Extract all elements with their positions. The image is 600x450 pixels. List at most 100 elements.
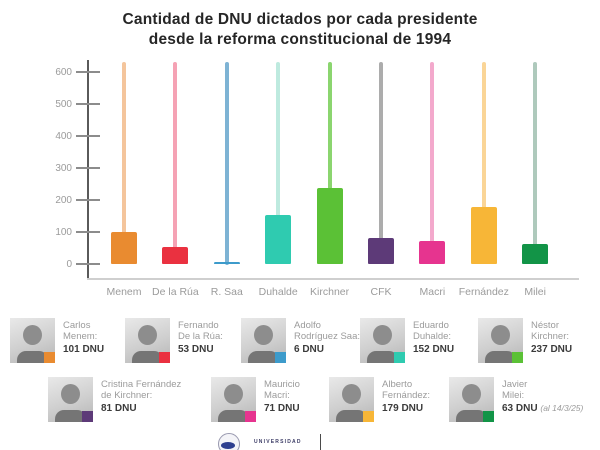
color-swatch xyxy=(275,352,286,363)
x-label-Menem: Menem xyxy=(106,286,142,298)
legend-text: Carlos Menem: 101 DNU xyxy=(63,318,104,363)
bar-Milei xyxy=(522,243,549,264)
stem-Milei xyxy=(533,62,538,247)
portrait-head xyxy=(61,384,80,404)
stem-R. Saa xyxy=(224,62,229,266)
x-label-CFK: CFK xyxy=(370,286,392,298)
portrait-head xyxy=(224,384,243,404)
y-tick xyxy=(76,199,100,201)
legend-row-1: Carlos Menem: 101 DNU Fernando De la Rúa:… xyxy=(10,318,588,363)
portrait-head xyxy=(138,325,157,345)
bar-Duhalde xyxy=(265,215,292,264)
portrait-head xyxy=(462,384,481,404)
portrait-shoulders xyxy=(17,351,48,363)
footer-logos: UNIVERSIDAD xyxy=(218,433,322,450)
legend-item: Alberto Fernández: 179 DNU xyxy=(329,377,449,422)
legend-item: Fernando De la Rúa: 53 DNU xyxy=(125,318,241,363)
y-tick-label: 0 xyxy=(66,258,72,270)
portrait-shoulders xyxy=(485,351,516,363)
color-swatch xyxy=(245,411,256,422)
legend-value-number: 81 DNU xyxy=(101,403,137,414)
legend-text: Eduardo Duhalde: 152 DNU xyxy=(413,318,454,363)
president-photo xyxy=(241,318,286,363)
legend-name: Eduardo Duhalde: xyxy=(413,320,452,342)
color-swatch xyxy=(483,411,494,422)
legend-text: Cristina Fernández de Kirchner: 81 DNU xyxy=(101,377,181,422)
legend-text: Alberto Fernández: 179 DNU xyxy=(382,377,430,422)
legend-value: 71 DNU xyxy=(264,402,300,415)
y-tick xyxy=(76,167,100,169)
legend-name: Fernando De la Rúa: xyxy=(178,320,223,342)
color-swatch xyxy=(394,352,405,363)
dnu-bar-chart: 0 100 200 300 400 500 600 Menem De la Rúa R. Saa D… xyxy=(55,60,579,298)
president-photo xyxy=(10,318,55,363)
y-tick-label: 200 xyxy=(55,194,72,206)
legend-item: Cristina Fernández de Kirchner: 81 DNU xyxy=(48,377,211,422)
legend-value-number: 152 DNU xyxy=(413,344,455,355)
legend-value-number: 237 DNU xyxy=(531,344,573,355)
legend-value-number: 71 DNU xyxy=(264,403,300,414)
stem-Kirchner xyxy=(327,62,332,192)
y-tick-label: 100 xyxy=(55,226,72,238)
portrait-shoulders xyxy=(336,410,367,422)
bar-CFK xyxy=(368,238,394,264)
legend-item: Carlos Menem: 101 DNU xyxy=(10,318,125,363)
portrait-head xyxy=(342,384,361,404)
bar-De la Rúa xyxy=(162,247,189,264)
legend-item: Néstor Kirchner: 237 DNU xyxy=(478,318,588,363)
president-photo xyxy=(329,377,374,422)
stem-Duhalde xyxy=(276,62,281,219)
university-logo-text: UNIVERSIDAD xyxy=(254,439,302,445)
y-tick xyxy=(76,103,100,105)
color-swatch xyxy=(82,411,93,422)
legend-item: Javier Milei: 63 DNU (al 14/3/25) xyxy=(449,377,599,422)
legend-name: Adolfo Rodríguez Saa: xyxy=(294,320,361,342)
legend-name: Alberto Fernández: xyxy=(382,379,431,401)
legend-value-number: 6 DNU xyxy=(294,344,325,355)
legend-name: Javier Milei: xyxy=(502,379,528,401)
portrait-shoulders xyxy=(248,351,279,363)
legend-value: 53 DNU xyxy=(178,343,223,356)
stem-Fernández xyxy=(481,62,486,210)
legend-value-number: 101 DNU xyxy=(63,344,105,355)
color-swatch xyxy=(159,352,170,363)
president-photo xyxy=(48,377,93,422)
legend-value: 63 DNU (al 14/3/25) xyxy=(502,402,583,415)
color-swatch xyxy=(44,352,55,363)
portrait-shoulders xyxy=(132,351,163,363)
portrait-shoulders xyxy=(55,410,86,422)
legend-value: 6 DNU xyxy=(294,343,360,356)
legend-text: Javier Milei: 63 DNU (al 14/3/25) xyxy=(502,377,583,422)
legend-item: Mauricio Macri: 71 DNU xyxy=(211,377,329,422)
y-tick xyxy=(76,135,100,137)
legend-value: 179 DNU xyxy=(382,402,430,415)
stem-De la Rúa xyxy=(173,62,178,251)
bar-Fernández xyxy=(470,206,497,264)
y-tick-label: 500 xyxy=(55,98,72,110)
president-photo xyxy=(360,318,405,363)
bar-Macri xyxy=(419,241,446,264)
y-tick-label: 300 xyxy=(55,162,72,174)
president-photo xyxy=(449,377,494,422)
bar-R. Saa xyxy=(213,262,240,265)
legend-text: Adolfo Rodríguez Saa: 6 DNU xyxy=(294,318,360,363)
legend-item: Adolfo Rodríguez Saa: 6 DNU xyxy=(241,318,360,363)
legend-item: Eduardo Duhalde: 152 DNU xyxy=(360,318,478,363)
legend-value-number: 53 DNU xyxy=(178,344,214,355)
y-tick-label: 400 xyxy=(55,130,72,142)
x-label-Milei: Milei xyxy=(524,286,546,298)
legend-text: Mauricio Macri: 71 DNU xyxy=(264,377,300,422)
logo-divider xyxy=(319,434,322,450)
legend-text: Néstor Kirchner: 237 DNU xyxy=(531,318,572,363)
y-tick xyxy=(76,71,100,73)
x-axis-line xyxy=(87,278,579,280)
y-tick xyxy=(76,263,100,265)
x-label-Macri: Macri xyxy=(419,286,446,298)
portrait-head xyxy=(23,325,42,345)
x-label-De la Rúa: De la Rúa xyxy=(152,286,199,298)
stem-CFK xyxy=(379,62,383,242)
x-label-Fernández: Fernández xyxy=(458,286,509,298)
legend-value: 152 DNU xyxy=(413,343,454,356)
stem-Macri xyxy=(430,62,435,245)
